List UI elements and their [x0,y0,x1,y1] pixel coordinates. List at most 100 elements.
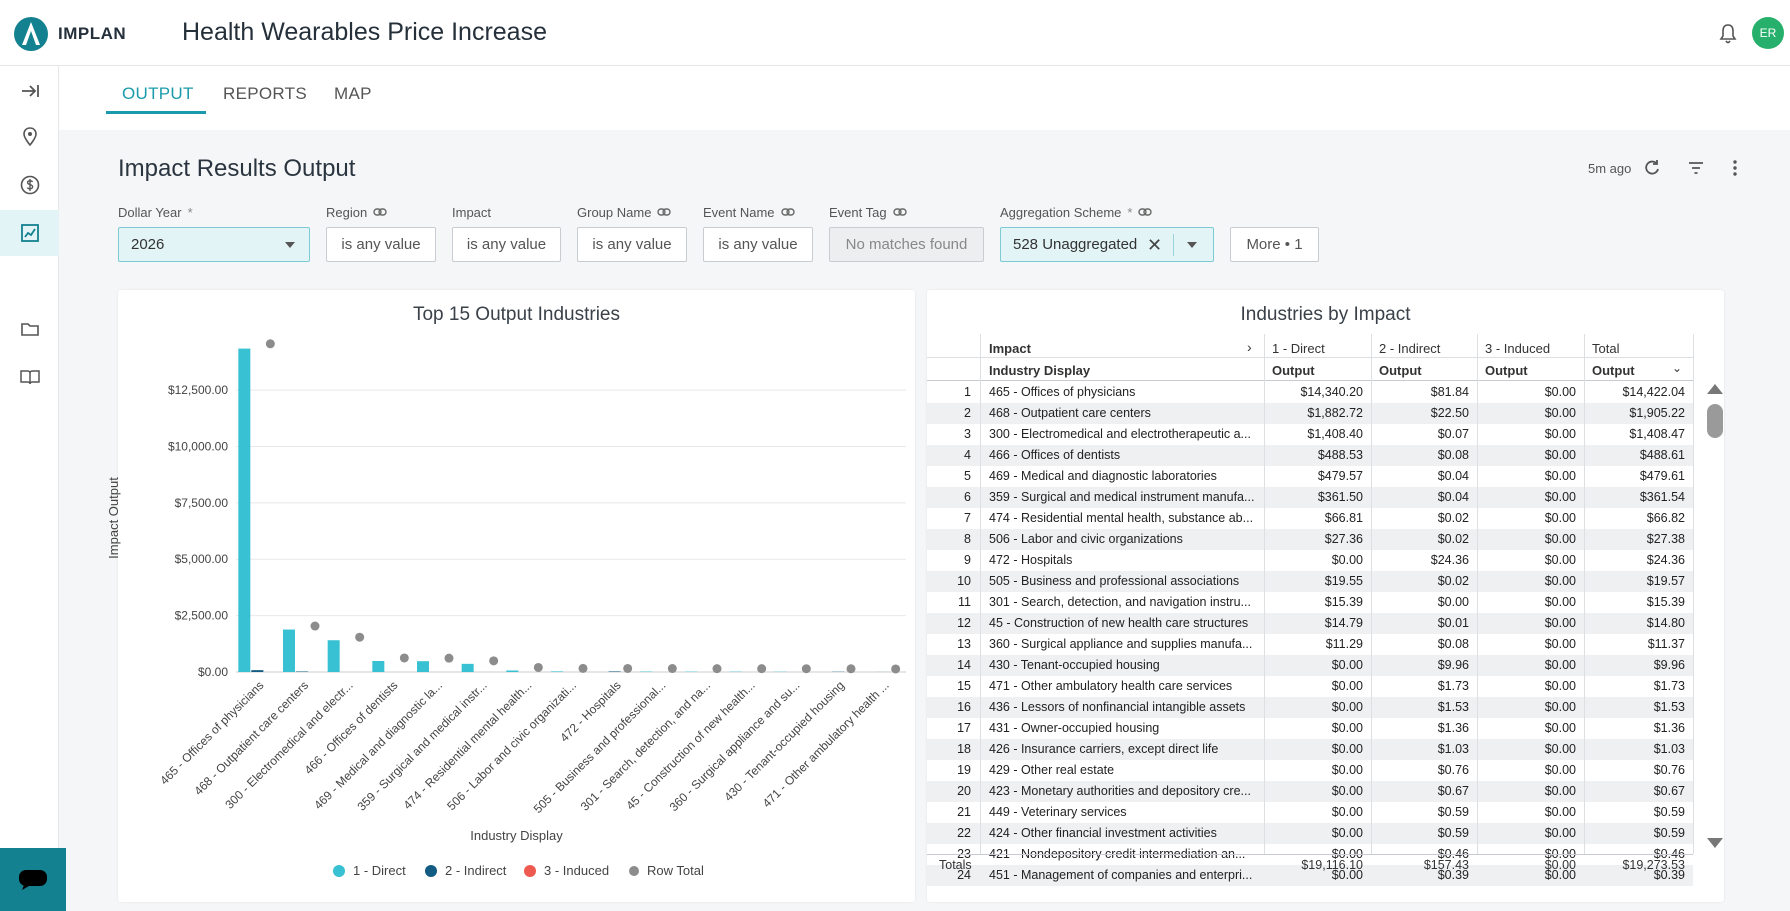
group-name-input[interactable]: is any value [577,227,687,262]
table-row[interactable]: 18 426 - Insurance carriers, except direc… [927,739,1693,760]
bar-direct[interactable] [283,629,295,672]
table-row[interactable]: 17 431 - Owner-occupied housing $0.00 $1.36… [927,718,1693,739]
column-group-header[interactable]: 1 - Direct [1272,341,1325,356]
table-row[interactable]: 2 468 - Outpatient care centers $1,882.72 $… [927,403,1693,424]
bar-direct[interactable] [238,348,251,672]
legend-direct[interactable]: 1 - Direct [333,863,406,878]
chevron-right-icon[interactable]: › [1247,339,1252,355]
sort-desc-icon[interactable]: ⌄ [1672,361,1683,375]
row-total-point[interactable] [489,656,499,666]
scrollbar-thumb[interactable] [1707,404,1723,438]
table-row[interactable]: 19 429 - Other real estate $0.00 $0.76 $0.00… [927,760,1693,781]
sidebar-item-regions[interactable] [0,114,59,160]
legend-induced[interactable]: 3 - Induced [524,863,609,878]
bar-direct[interactable] [551,671,563,672]
row-total-point[interactable] [757,664,767,674]
row-total-point[interactable] [623,663,633,673]
tab-reports[interactable]: REPORTS [223,84,307,103]
user-avatar[interactable]: ER [1752,17,1784,49]
last-updated-text: 5m ago [1588,161,1632,176]
table-row[interactable]: 7 474 - Residential mental health, substa… [927,508,1693,529]
more-vertical-icon[interactable] [1725,158,1745,178]
bar-indirect[interactable] [608,671,621,672]
impact-input[interactable]: is any value [452,227,561,262]
row-total-point[interactable] [667,664,677,674]
bar-direct[interactable] [506,670,519,672]
table-row[interactable]: 14 430 - Tenant-occupied housing $0.00 $9.9… [927,655,1693,676]
table-row[interactable]: 20 423 - Monetary authorities and deposit… [927,781,1693,802]
row-total-point[interactable] [891,664,901,674]
tab-output[interactable]: OUTPUT [122,84,194,103]
region-input[interactable]: is any value [326,227,436,262]
table-row[interactable]: 1 465 - Offices of physicians $14,340.20 $8… [927,382,1693,403]
scroll-down-icon[interactable] [1707,838,1723,848]
row-header[interactable]: Industry Display [989,363,1091,378]
table-row[interactable]: 10 505 - Business and professional associ… [927,571,1693,592]
bar-indirect[interactable] [251,670,264,672]
table-row[interactable]: 11 301 - Search, detection, and navigatio… [927,592,1693,613]
clear-icon[interactable]: ✕ [1147,235,1163,255]
table-row[interactable]: 3 300 - Electromedical and electrotherape… [927,424,1693,445]
column-group-header[interactable]: 2 - Indirect [1379,341,1441,356]
row-total-point[interactable] [533,662,543,672]
link-icon[interactable] [373,207,387,217]
link-icon[interactable] [780,207,795,217]
sidebar-item-projects[interactable] [0,306,59,352]
measure-header[interactable]: Output [1592,363,1635,378]
sidebar-item-events[interactable] [0,162,59,208]
legend-indirect[interactable]: 2 - Indirect [425,863,506,878]
row-total-point[interactable] [444,653,454,663]
column-group-header[interactable]: Total [1592,341,1620,356]
sidebar-item-help[interactable] [0,354,59,400]
row-total-point[interactable] [712,664,722,674]
table-row[interactable]: 15 471 - Other ambulatory health care ser… [927,676,1693,697]
table-row[interactable]: 22 424 - Other financial investment activ… [927,823,1693,844]
expand-sidebar-button[interactable] [0,68,59,114]
row-total-point[interactable] [265,339,275,349]
table-row[interactable]: 9 472 - Hospitals $0.00 $24.36 $0.00 $24.36 [927,550,1693,571]
table-row[interactable]: 5 469 - Medical and diagnostic laboratori… [927,466,1693,487]
table-row[interactable]: 12 45 - Construction of new health care s… [927,613,1693,634]
more-filters-button[interactable]: More • 1 [1230,227,1319,262]
table-row[interactable]: 8 506 - Labor and civic organizations $27.… [927,529,1693,550]
bar-direct[interactable] [372,660,385,672]
table-row[interactable]: 13 360 - Surgical appliance and supplies … [927,634,1693,655]
table-row[interactable]: 4 466 - Offices of dentists $488.53 $0.08 $0… [927,445,1693,466]
impact-group-header[interactable]: Impact [989,341,1031,356]
scroll-up-icon[interactable] [1707,384,1723,394]
refresh-icon[interactable] [1642,158,1662,178]
link-icon[interactable] [657,207,672,217]
table-row[interactable]: 21 449 - Veterinary services $0.00 $0.59 $0.… [927,802,1693,823]
chevron-down-icon[interactable] [1187,242,1197,248]
link-icon[interactable] [892,207,907,217]
row-total-point[interactable] [578,663,588,673]
bar-direct[interactable] [461,663,474,672]
bell-icon[interactable] [1716,22,1740,46]
table-row[interactable]: 16 436 - Lessors of nonfinancial intangib… [927,697,1693,718]
event-name-input[interactable]: is any value [703,227,813,262]
tab-map[interactable]: MAP [334,84,372,103]
row-total-point[interactable] [846,664,856,674]
sidebar-item-results[interactable] [0,210,59,256]
table-row[interactable]: 6 359 - Surgical and medical instrument m… [927,487,1693,508]
dollar-year-select[interactable]: 2026 [118,227,310,262]
aggregation-scheme-select[interactable]: 528 Unaggregated ✕ [1000,227,1214,262]
legend-row-total[interactable]: Row Total [629,863,704,878]
bar-direct[interactable] [327,640,340,672]
column-group-header[interactable]: 3 - Induced [1485,341,1551,356]
measure-header[interactable]: Output [1379,363,1422,378]
implan-logo[interactable]: IMPLAN [14,17,126,51]
bar-direct[interactable] [417,661,429,672]
table-row[interactable]: 24 451 - Management of companies and ente… [927,865,1693,886]
bar-indirect[interactable] [296,671,308,672]
measure-header[interactable]: Output [1485,363,1528,378]
measure-header[interactable]: Output [1272,363,1315,378]
row-total-point[interactable] [399,653,409,663]
induced-cell: $0.00 [1544,553,1576,567]
row-total-point[interactable] [801,664,811,674]
chat-button[interactable] [0,848,66,911]
filter-icon[interactable] [1686,158,1706,178]
row-total-point[interactable] [310,621,320,631]
link-icon[interactable] [1138,207,1153,217]
row-total-point[interactable] [355,632,365,642]
